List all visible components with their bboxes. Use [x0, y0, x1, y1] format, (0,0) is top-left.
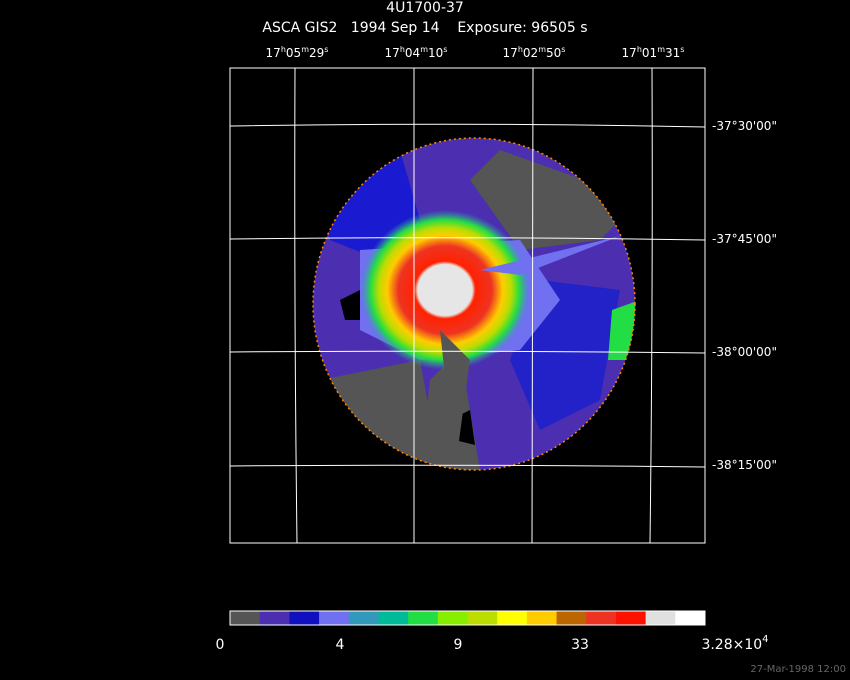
colorbar-swatch	[645, 611, 676, 625]
image	[313, 138, 635, 470]
ra-value: 10	[428, 46, 443, 60]
colorbar-swatch	[230, 611, 261, 625]
colorbar-frame	[229, 610, 706, 626]
colorbar-swatch	[586, 611, 617, 625]
colorbar-swatch	[319, 611, 350, 625]
colorbar-swatch	[348, 611, 379, 625]
colorbar-swatch	[675, 611, 706, 625]
colorbar	[230, 611, 706, 625]
ra-value: 05	[286, 46, 301, 60]
title: 4U1700-37	[386, 0, 464, 16]
colorbar-swatch	[259, 611, 290, 625]
colorbar-label: 9	[454, 637, 463, 653]
colorbar-swatch	[467, 611, 498, 625]
ra-value: 17	[266, 46, 281, 60]
colorbar-label: 0	[216, 637, 225, 653]
colorbar-swatch	[615, 611, 647, 625]
ra-value: 04	[405, 46, 420, 60]
ra-unit: m	[657, 45, 665, 54]
ra-unit: s	[324, 45, 328, 54]
ra-unit: s	[443, 45, 447, 54]
ra-unit: h	[518, 45, 523, 54]
ra-value: 29	[309, 46, 324, 60]
colorbar-label: 3.28×104	[701, 634, 768, 653]
colorbar-swatch	[556, 611, 587, 625]
colorbar-swatch	[289, 611, 320, 625]
colorbar-swatch	[497, 611, 528, 625]
colorbar-label: 4	[336, 637, 345, 653]
ra-unit: m	[538, 45, 546, 54]
disc-edge	[312, 137, 636, 471]
ra-value: 01	[642, 46, 657, 60]
ra-value: 17	[503, 46, 518, 60]
dec-label: -38°15'00"	[712, 458, 777, 472]
colorbar-exponent: 4	[762, 634, 768, 645]
subtitle: ASCA GIS2 1994 Sep 14 Exposure: 96505 s	[262, 20, 587, 36]
ra-value: 50	[546, 46, 561, 60]
colorbar-swatch	[437, 611, 468, 625]
ra-label: 17h05m29s	[266, 45, 329, 60]
ra-value: 02	[523, 46, 538, 60]
colorbar-label: 33	[571, 637, 589, 653]
ra-value: 17	[622, 46, 637, 60]
ra-label: 17h04m10s	[385, 45, 448, 60]
ra-unit: s	[680, 45, 684, 54]
ra-unit: m	[301, 45, 309, 54]
ra-label: 17h01m31s	[622, 45, 685, 60]
colorbar-swatch	[526, 611, 558, 625]
coordinate-grid	[229, 67, 706, 544]
ra-unit: h	[400, 45, 405, 54]
colorbar-swatch	[378, 611, 409, 625]
ra-value: 31	[665, 46, 680, 60]
timestamp: 27-Mar-1998 12:00	[750, 664, 846, 675]
ra-unit: h	[637, 45, 642, 54]
dec-label: -37°30'00"	[712, 119, 777, 133]
ra-label: 17h02m50s	[503, 45, 566, 60]
ra-unit: m	[420, 45, 428, 54]
ra-value: 17	[385, 46, 400, 60]
colorbar-swatch	[408, 611, 439, 625]
colorbar-mantissa: 3.28×10	[701, 637, 762, 653]
ra-unit: s	[561, 45, 565, 54]
dec-label: -38°00'00"	[712, 345, 777, 359]
dec-label: -37°45'00"	[712, 232, 777, 246]
ra-unit: h	[281, 45, 286, 54]
